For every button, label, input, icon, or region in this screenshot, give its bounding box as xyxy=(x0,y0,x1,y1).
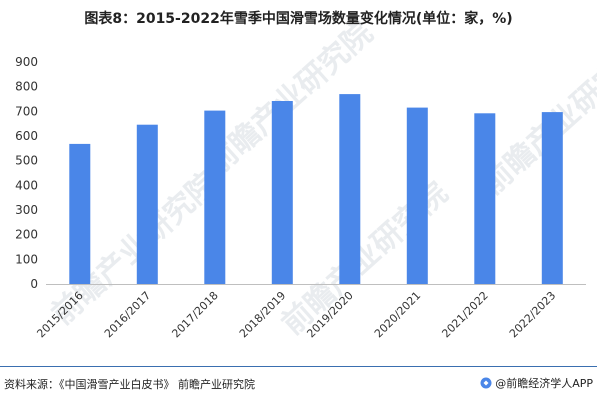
x-tick-label: 2016/2017 xyxy=(102,289,153,340)
chart-title: 图表8：2015-2022年雪季中国滑雪场数量变化情况(单位：家，%) xyxy=(84,11,513,27)
y-tick-label: 100 xyxy=(15,252,38,266)
footer: 资料来源：《中国滑雪产业白皮书》 前瞻产业研究院 @前瞻经济学人APP xyxy=(0,366,597,405)
x-tick-label: 2019/2020 xyxy=(304,289,355,340)
x-axis: 2015/2016 2016/2017 2017/2018 2018/2019 2019… xyxy=(34,284,586,340)
y-tick-label: 400 xyxy=(15,178,38,192)
x-tick-label: 2017/2018 xyxy=(169,289,220,340)
x-tick-label: 2015/2016 xyxy=(34,289,85,340)
bar xyxy=(541,112,563,284)
y-tick-label: 900 xyxy=(15,55,38,69)
bar-series xyxy=(69,94,563,284)
bar xyxy=(271,101,293,284)
brand-credit: @前瞻经济学人APP xyxy=(480,375,593,391)
y-tick-label: 200 xyxy=(15,228,38,242)
bar xyxy=(136,124,158,284)
y-tick-label: 500 xyxy=(15,154,38,168)
bar xyxy=(339,94,361,284)
x-tick-label: 2021/2022 xyxy=(439,289,490,340)
y-tick-label: 300 xyxy=(15,203,38,217)
bar xyxy=(474,113,496,284)
x-tick-label: 2020/2021 xyxy=(372,289,423,340)
bar xyxy=(406,107,428,284)
y-tick-label: 600 xyxy=(15,129,38,143)
footer-divider xyxy=(0,366,597,367)
y-tick-label: 800 xyxy=(15,80,38,94)
y-tick-label: 700 xyxy=(15,104,38,118)
bar xyxy=(204,110,226,284)
source-note: 资料来源：《中国滑雪产业白皮书》 前瞻产业研究院 xyxy=(4,378,255,391)
bar xyxy=(69,143,91,284)
y-axis: 0 100 200 300 400 500 600 700 800 900 xyxy=(15,55,38,291)
brand-label: @前瞻经济学人APP xyxy=(495,377,593,390)
brand-logo-icon xyxy=(480,377,492,389)
y-tick-label: 0 xyxy=(30,277,38,291)
x-tick-label: 2018/2019 xyxy=(237,289,288,340)
x-tick-label: 2022/2023 xyxy=(507,289,558,340)
